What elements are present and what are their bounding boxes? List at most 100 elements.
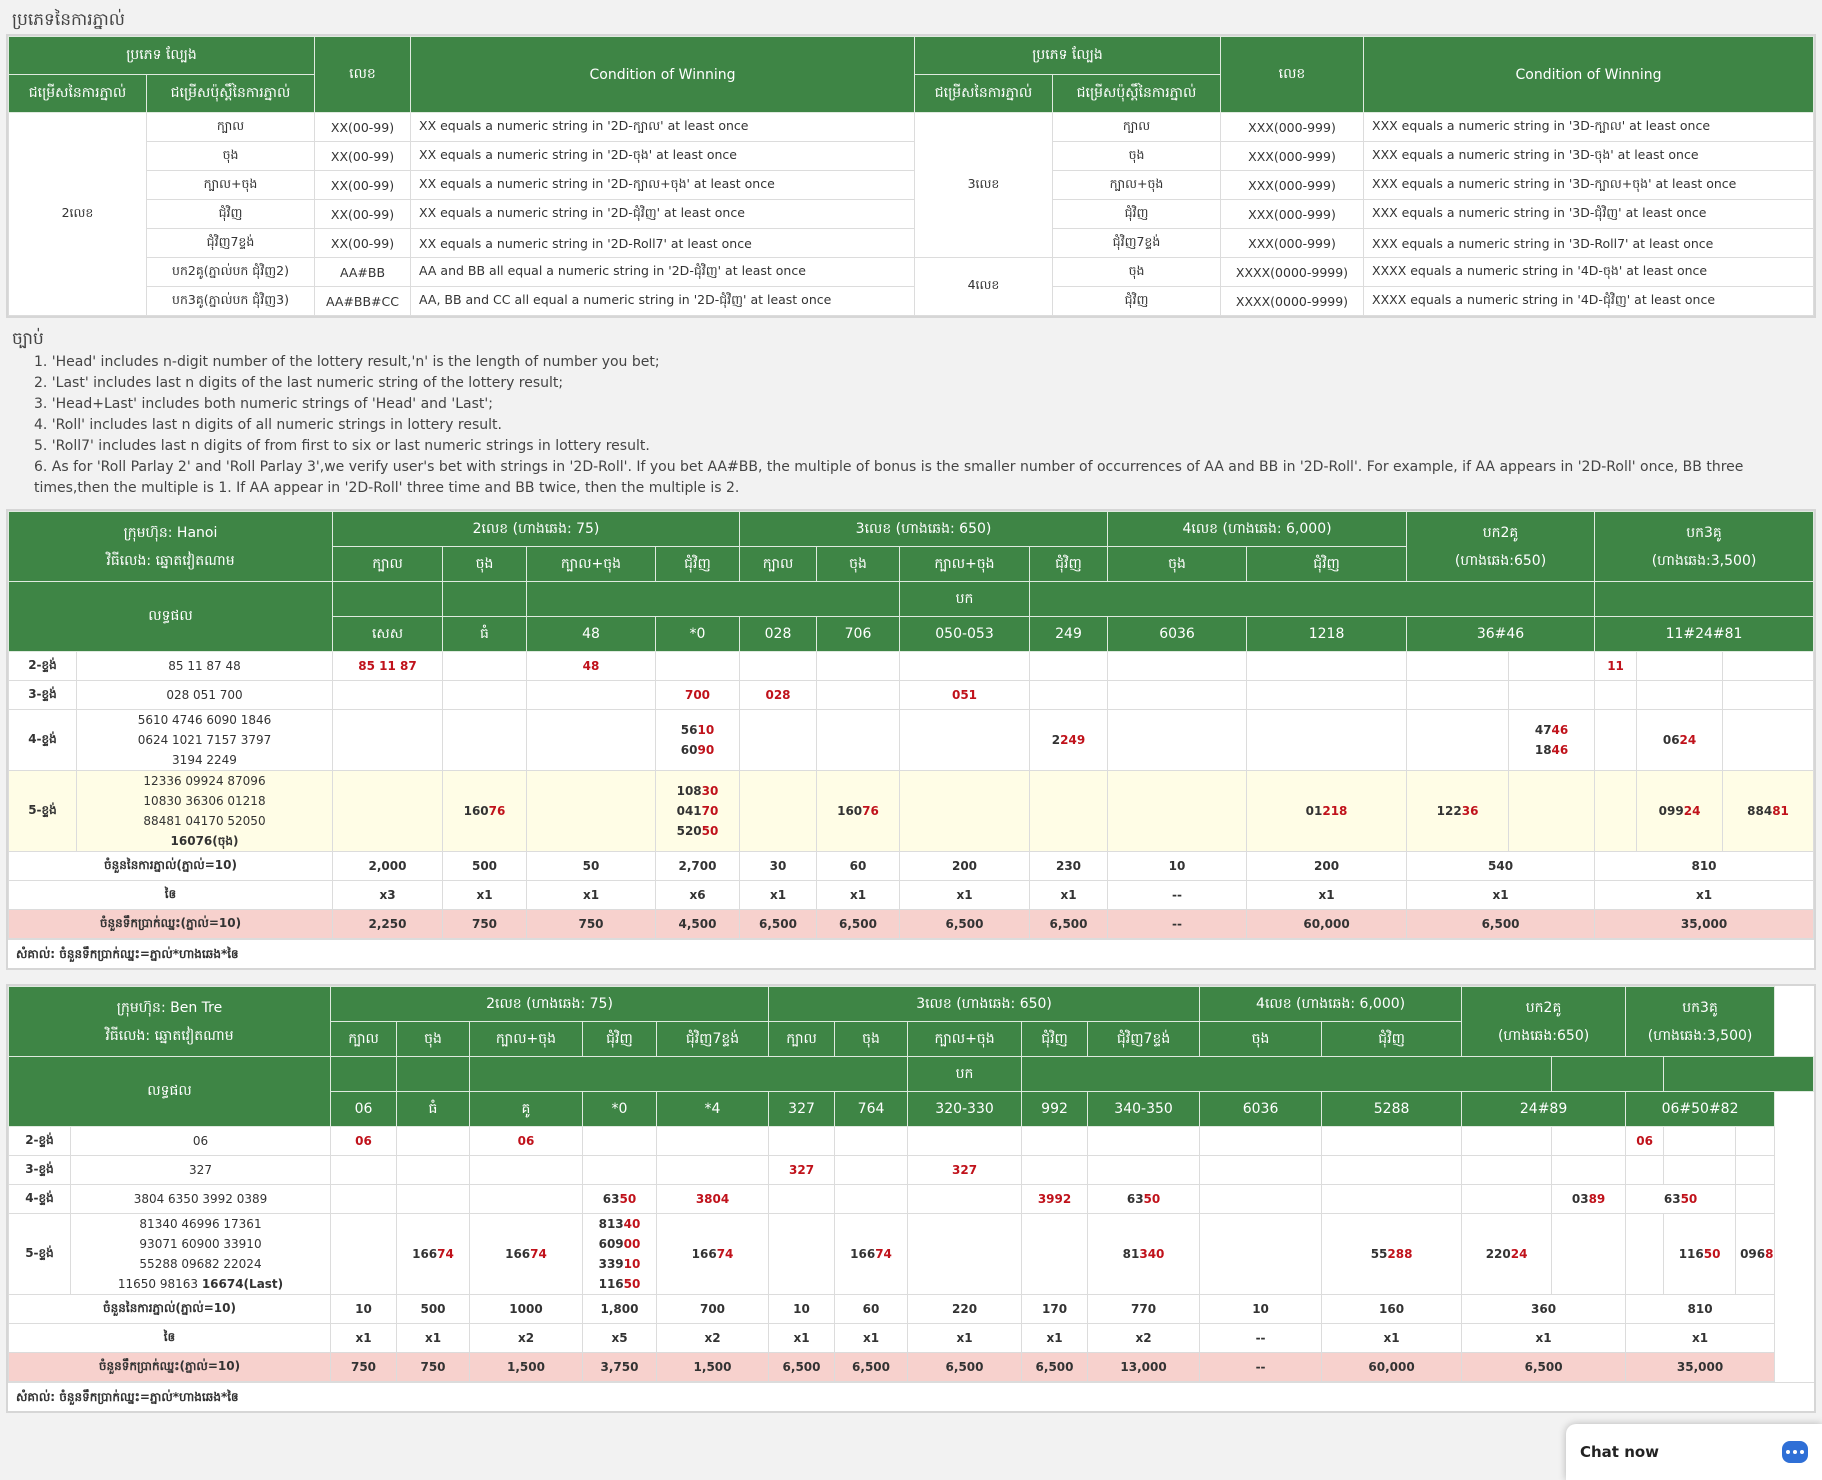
bet-value: 06#50#82 [1625, 1091, 1776, 1127]
option-cell: ក្បាល [1052, 112, 1221, 142]
group-3d-header: 3លេខ (ហាងឆេង: 650) [738, 511, 1109, 547]
win-value: 60,000 [1246, 909, 1408, 939]
bet-value: 327 [768, 1091, 836, 1127]
bet-types-table: ប្រភេទ ល្បែង លេខ Condition of Winning ប្… [8, 36, 1814, 316]
bet-value: 1218 [1246, 616, 1408, 652]
sub-header: ក្បាល+ចុង [469, 1021, 583, 1057]
table-row: 3-ខ្ទង់ 327 327 327 [8, 1155, 1814, 1185]
group-4d-header: 4លេខ (ហាងឆេង: 6,000) [1199, 986, 1463, 1022]
parlay3-title: បក3គូ [1682, 999, 1718, 1016]
blank-header [1663, 1056, 1814, 1092]
bentre-example-wrapper: ក្រុមហ៊ុន: Ben Tre វិធីលេង: ឆ្នោតវៀតណាម … [6, 984, 1816, 1413]
rule-item: 1. 'Head' includes n-digit number of the… [34, 354, 660, 370]
sub-header: ក្បាល [739, 546, 817, 582]
group-2d-header: 2លេខ (ហាងឆេង: 75) [329, 986, 770, 1022]
hit-value: 051 [951, 688, 978, 702]
table-row: ក្បាល+ចុង XX(00-99) XX equals a numeric … [9, 170, 1814, 200]
table-row: ឲៃ x3 x1 x1 x6 x1 x1 x1 x1 -- x1 x1 x1 [8, 880, 1814, 910]
level-label: 5-ខ្ទង់ [8, 770, 77, 852]
win-value: 6,500 [816, 909, 900, 939]
count-value: 50 [526, 851, 656, 881]
result-label: លទ្ធផល [8, 581, 333, 652]
bet-value: 6036 [1199, 1091, 1323, 1127]
table-row: 2-ខ្ទង់ 85 11 87 48 85 11 87 48 11 [8, 651, 1814, 681]
table-row: 4-ខ្ទង់ 5610 4746 6090 1846 0624 1021 715… [8, 709, 1814, 771]
option-cell: ចុង [1052, 257, 1221, 287]
sub-header: ជុំវិញ [655, 546, 740, 582]
multiple-value: x1 [330, 1323, 397, 1353]
number-cell: XX(00-99) [314, 112, 411, 142]
win-value: 750 [330, 1352, 397, 1382]
condition-cell: XX equals a numeric string in '2D-ជុំវិញ… [410, 199, 915, 229]
win-value: 4,500 [655, 909, 740, 939]
formula-note: សំគាល់: ចំនួនទឹកប្រាក់ឈ្នះ=ភ្នាល់*ហាងឆេង… [8, 1382, 1814, 1411]
level-label: 4-ខ្ទង់ [8, 709, 77, 771]
multiple-value: x1 [1021, 1323, 1089, 1353]
parlay2-odds: (ហាងឆេង:650) [1454, 552, 1547, 569]
sub-header: ជុំវិញ7ខ្ទង់ [1087, 1021, 1201, 1057]
company-header: ក្រុមហ៊ុន: Hanoi វិធីលេង: ឆ្នោតវៀតណាម [8, 511, 333, 582]
count-value: 10 [1107, 851, 1248, 881]
sub-header: ជុំវិញ [1021, 1021, 1089, 1057]
parlay3-odds: (ហាងឆេង:3,500) [1647, 1027, 1753, 1044]
sub-header: ចុង [816, 546, 900, 582]
blank-header [1021, 1056, 1553, 1092]
number-cell: XXX(000-999) [1220, 112, 1364, 142]
bet-value: 36#46 [1406, 616, 1596, 652]
header-type: ប្រភេទ ល្បែង [8, 36, 315, 75]
option-cell: ក្បាល+ចុង [1052, 170, 1221, 200]
chat-widget[interactable]: Chat now [1566, 1424, 1822, 1480]
chat-bubble-icon[interactable] [1782, 1441, 1808, 1463]
win-value: 13,000 [1087, 1352, 1201, 1382]
count-label: ចំនួននៃការភ្នាល់(ភ្នាល់=10) [8, 1294, 331, 1324]
multiple-value: x1 [816, 880, 900, 910]
bet-value: 06 [330, 1091, 397, 1127]
count-value: 200 [899, 851, 1030, 881]
hit-cell: 16076 [442, 770, 527, 852]
option-cell: ចុង [1052, 141, 1221, 171]
multiple-value: x1 [768, 1323, 836, 1353]
parlay3-header: បក3គូ (ហាងឆេង:3,500) [1594, 511, 1814, 582]
win-value: 6,500 [834, 1352, 909, 1382]
sub-header: ជុំវិញ [1321, 1021, 1463, 1057]
result-numbers: 028 051 700 [76, 680, 333, 710]
sub-header: ចុង [834, 1021, 909, 1057]
count-value: 2,700 [655, 851, 740, 881]
group-4d-header: 4លេខ (ហាងឆេង: 6,000) [1107, 511, 1408, 547]
bet-value: គូ [469, 1091, 583, 1127]
number-cell: XXXX(0000-9999) [1220, 286, 1364, 316]
hit-cell: 6350 [582, 1184, 657, 1214]
parlay2-title: បក2គូ [1525, 999, 1562, 1016]
hit-value: 06 [355, 1134, 372, 1148]
header-suboption: ជម្រើសប៉ុស្តិ៍នៃការភ្នាល់ [1052, 74, 1221, 113]
win-value: 35,000 [1625, 1352, 1776, 1382]
header-option: ជម្រើសនៃការភ្នាល់ [8, 74, 147, 113]
bet-value: 249 [1028, 616, 1109, 652]
bet-value: 11#24#81 [1594, 616, 1814, 652]
bet-value: ធំ [442, 616, 527, 652]
table-row: 5-ខ្ទង់ 12336 09924 87096 10830 36306 012… [8, 770, 1814, 852]
blank-header [442, 581, 527, 617]
level-label: 3-ខ្ទង់ [8, 1155, 71, 1185]
bentre-example-table: ក្រុមហ៊ុន: Ben Tre វិធីលេង: ឆ្នោតវៀតណាម … [8, 986, 1814, 1382]
option-cell: ក្បាល [146, 112, 315, 142]
result-numbers: 3804 6350 3992 0389 [70, 1184, 331, 1214]
hit-cell: 22024 [1461, 1213, 1553, 1295]
multiple-value: x1 [1625, 1323, 1776, 1353]
condition-cell: XXX equals a numeric string in '3D-Roll7… [1363, 228, 1814, 258]
win-value: 1,500 [655, 1352, 770, 1382]
win-value: 6,500 [739, 909, 817, 939]
result-numbers: 327 [70, 1155, 331, 1185]
level-label: 2-ខ្ទង់ [8, 1126, 71, 1156]
condition-cell: XX equals a numeric string in '2D-ក្បាល+… [410, 170, 915, 200]
win-value: 6,500 [768, 1352, 836, 1382]
hit-cell: 2249 [1028, 709, 1109, 771]
result-numbers: 85 11 87 48 [76, 651, 333, 681]
blank-header [1028, 581, 1596, 617]
rule-item: 4. 'Roll' includes last n digits of all … [34, 417, 502, 433]
multiple-value: x1 [1028, 880, 1109, 910]
condition-cell: XX equals a numeric string in '2D-ចុង' a… [410, 141, 915, 171]
condition-cell: XXXX equals a numeric string in '4D-ចុង'… [1363, 257, 1814, 287]
count-value: 700 [655, 1294, 770, 1324]
chat-now-label[interactable]: Chat now [1580, 1443, 1660, 1461]
